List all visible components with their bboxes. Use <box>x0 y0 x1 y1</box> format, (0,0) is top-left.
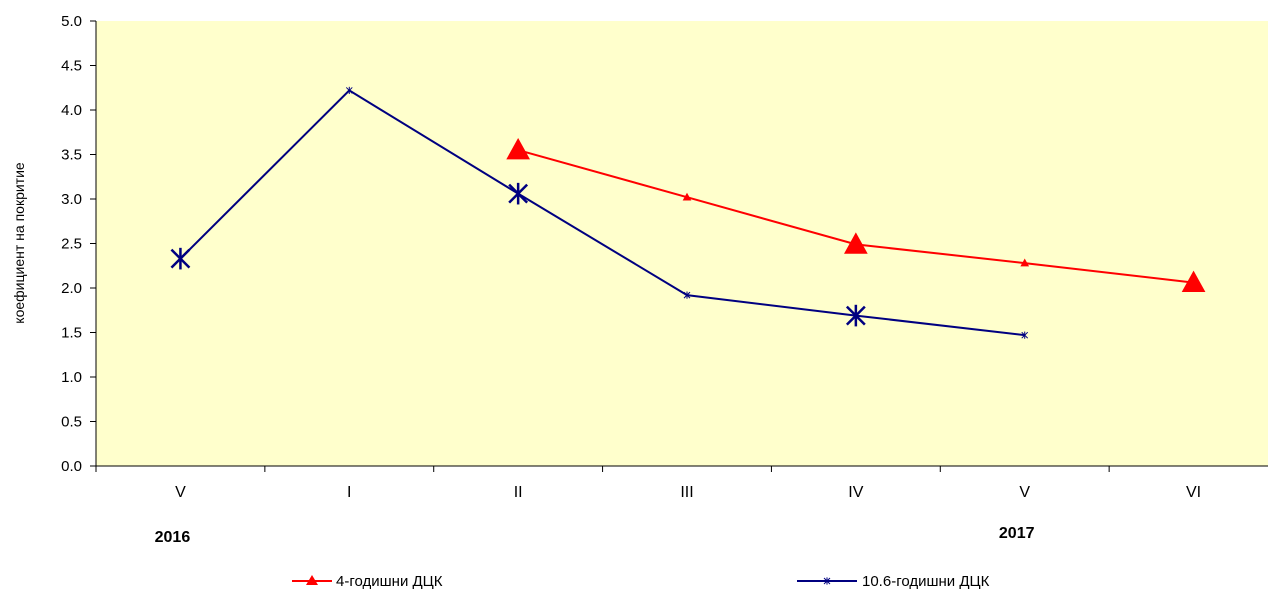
series-layer <box>170 86 1206 339</box>
x-tick-label: II <box>514 484 523 501</box>
y-axis: 0.0 0.5 1.0 1.5 2.0 2.5 3.0 3.5 4.0 4.5 5.0 <box>61 13 97 475</box>
legend-item: 4-годишни ДЦК <box>292 573 443 590</box>
year-label: 2017 <box>999 525 1035 542</box>
y-tick-label: 0.0 <box>61 458 82 475</box>
legend-label: 10.6-годишни ДЦК <box>862 573 990 590</box>
y-tick-label: 2.0 <box>61 280 82 297</box>
y-tick-label: 0.5 <box>61 414 82 431</box>
data-point-asterisk <box>170 247 191 270</box>
x-tick-label: VI <box>1186 484 1201 501</box>
data-point-triangle <box>682 192 692 201</box>
y-axis-label: коефициент на покритие <box>11 162 27 324</box>
data-point-asterisk <box>845 304 866 327</box>
legend-marker <box>306 575 318 585</box>
x-tick-label: III <box>680 484 693 501</box>
legend-label: 4-годишни ДЦК <box>336 573 443 590</box>
x-tick-label: IV <box>848 484 863 501</box>
year-label: 2016 <box>155 529 191 546</box>
plot-area <box>96 21 1268 466</box>
data-point-asterisk <box>345 86 353 95</box>
y-tick-label: 1.5 <box>61 325 82 342</box>
data-point-triangle <box>506 138 530 160</box>
x-tick-label: I <box>347 484 351 501</box>
y-tick-label: 3.0 <box>61 191 82 208</box>
y-tick-label: 3.5 <box>61 147 82 164</box>
y-tick-label: 2.5 <box>61 236 82 253</box>
series-1 <box>506 138 1206 292</box>
y-tick-label: 5.0 <box>61 13 82 30</box>
y-tick-label: 4.5 <box>61 58 82 75</box>
data-point-asterisk <box>683 291 691 299</box>
data-point-triangle <box>1020 258 1030 267</box>
y-tick-label: 4.0 <box>61 102 82 119</box>
series-line <box>179 89 1025 337</box>
series-2 <box>170 86 1029 339</box>
x-tick-label: V <box>175 484 186 501</box>
data-point-asterisk <box>823 577 831 585</box>
data-point-triangle <box>1181 270 1206 292</box>
y-tick-label: 1.0 <box>61 369 82 386</box>
legend-item: 10.6-годишни ДЦК <box>797 573 990 590</box>
data-point-triangle <box>844 232 868 254</box>
x-tick-label: V <box>1019 484 1030 501</box>
data-point-asterisk <box>1021 331 1029 339</box>
legend: 4-годишни ДЦК 10.6-годишни ДЦК <box>292 573 990 590</box>
data-point-asterisk <box>508 182 529 205</box>
